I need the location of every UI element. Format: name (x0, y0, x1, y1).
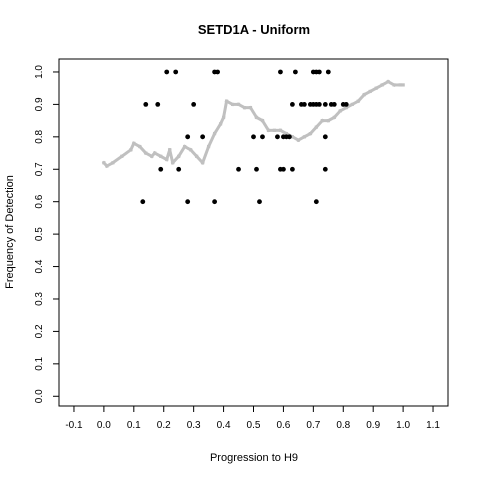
data-point (287, 134, 292, 140)
trend-segment (221, 99, 229, 120)
data-point (155, 102, 161, 107)
data-point (140, 199, 146, 205)
y-axis: 0.0 0.1 0.2 0.3 0.4 0.5 0.6 0.7 0.8 0.9 1.0 (34, 65, 59, 403)
data-point (278, 69, 283, 75)
data-point (290, 102, 295, 107)
trend-segment (200, 144, 211, 165)
x-tick-label: 0.1 (127, 420, 141, 431)
y-tick-label: 0.6 (34, 194, 45, 208)
x-tick-label: 0.4 (217, 420, 231, 431)
trend-segment (260, 118, 271, 133)
data-point (301, 102, 307, 107)
x-tick-label: 0.2 (157, 420, 171, 431)
data-point (290, 166, 295, 172)
data-point (322, 102, 328, 107)
x-tick-label: 1.1 (426, 420, 440, 431)
x-tick-label: 1.0 (396, 420, 410, 431)
trend-segment (206, 131, 217, 149)
trend-segment (248, 105, 259, 120)
data-point (281, 166, 286, 172)
x-tick-label: 0.6 (276, 420, 290, 431)
y-tick-label: 0.7 (34, 162, 45, 176)
trend-line (101, 79, 405, 169)
data-point (343, 102, 349, 107)
data-point (251, 134, 256, 140)
data-point (322, 134, 328, 140)
data-point (191, 102, 197, 107)
y-tick-label: 0.0 (34, 389, 45, 403)
x-tick-label: 0.9 (366, 420, 380, 431)
data-point (176, 166, 182, 172)
trend-segment (119, 147, 133, 159)
data-point (325, 69, 331, 75)
y-tick-label: 0.3 (34, 292, 45, 306)
y-tick-label: 0.2 (34, 324, 45, 338)
data-point (185, 134, 191, 140)
data-point (275, 134, 280, 140)
x-tick-label: 0.8 (336, 420, 350, 431)
y-axis-label: Frequency of Detection (4, 175, 16, 289)
data-point (158, 166, 164, 172)
x-tick-label: 0.5 (247, 420, 261, 431)
data-point (254, 166, 259, 172)
data-point (143, 102, 149, 107)
data-point (236, 166, 241, 172)
y-tick-label: 0.1 (34, 356, 45, 370)
data-point (185, 199, 191, 205)
data-point (316, 69, 322, 75)
scatter-points (140, 69, 349, 205)
data-point (331, 102, 337, 107)
x-tick-label: 0.0 (97, 420, 111, 431)
data-point (215, 69, 220, 75)
chart-title: SETD1A - Uniform (198, 22, 310, 37)
data-point (313, 199, 319, 205)
x-axis: -0.1 0.0 0.1 0.2 0.3 0.4 0.5 0.6 0.7 0.8 0.9 1.0 1.1 (65, 406, 440, 431)
y-tick-label: 0.5 (34, 227, 45, 241)
data-point (316, 102, 322, 107)
data-point (212, 199, 218, 205)
y-tick-label: 1.0 (34, 65, 45, 79)
trend-segment (110, 154, 124, 165)
data-point (322, 166, 328, 172)
x-tick-label: -0.1 (65, 420, 83, 431)
x-tick-label: 0.3 (187, 420, 201, 431)
y-tick-label: 0.9 (34, 97, 45, 111)
y-tick-label: 0.8 (34, 129, 45, 143)
data-point (173, 69, 179, 75)
trend-segment (176, 144, 187, 159)
trend-segment (212, 121, 223, 136)
trend-segment (167, 148, 175, 165)
data-point (257, 199, 262, 205)
data-point (292, 69, 298, 75)
x-tick-label: 0.7 (306, 420, 320, 431)
data-point (260, 134, 265, 140)
data-point (200, 134, 206, 140)
x-axis-label: Progression to H9 (210, 452, 298, 464)
y-tick-label: 0.4 (34, 259, 45, 273)
data-point (164, 69, 170, 75)
